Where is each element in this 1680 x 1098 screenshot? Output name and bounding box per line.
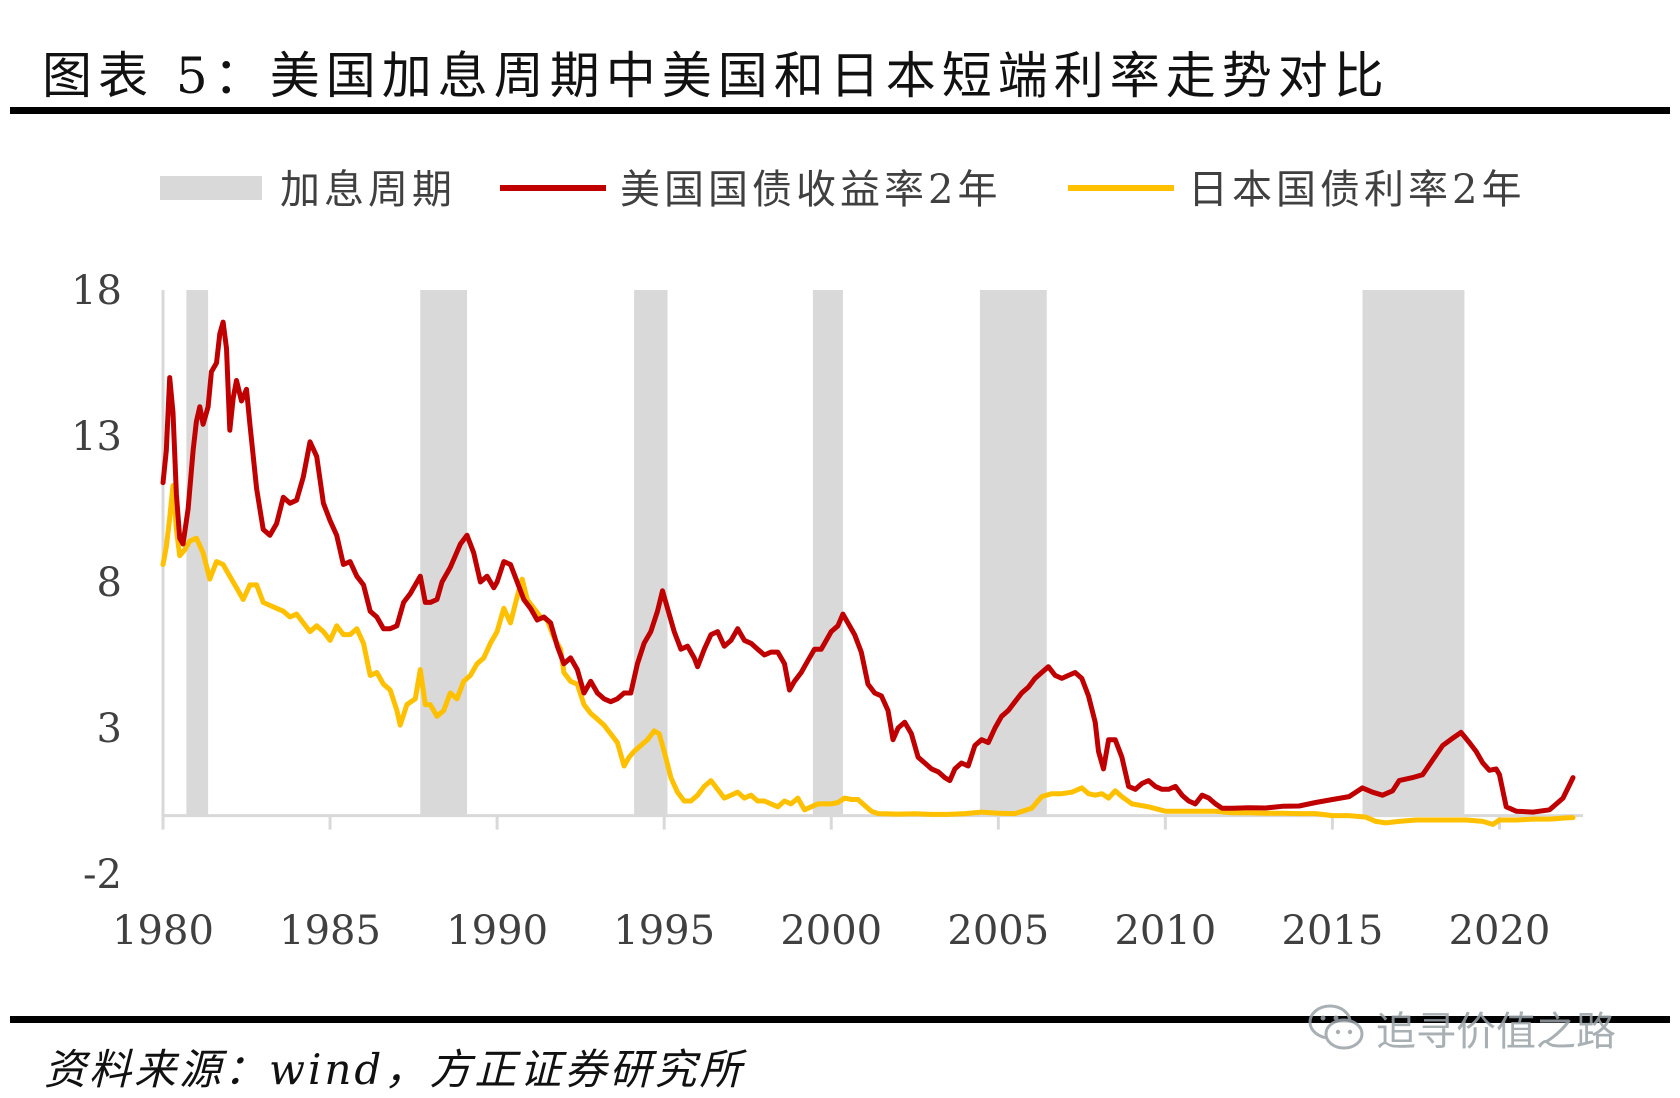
y-tick-label: -2 [83,852,122,898]
x-tick-label: 1985 [279,908,381,954]
x-tick-label: 1980 [112,908,214,954]
series-line-jp-2y [160,483,1576,827]
wechat-icon [1308,1004,1364,1050]
x-tick-label: 2000 [780,908,882,954]
chart-legend: 加息周期 美国国债收益率2年 日本国债利率2年 [160,167,1525,213]
top-divider [10,107,1670,114]
y-tick-label: 8 [97,560,122,606]
hike-period-band [634,290,668,816]
legend-label-us: 美国国债收益率2年 [620,167,1001,213]
x-tick-label: 1995 [613,908,715,954]
hike-period-band [1362,290,1465,816]
source-note: 资料来源：wind，方正证券研究所 [44,1045,745,1094]
hike-period-band [420,290,468,816]
chart: 加息周期 美国国债收益率2年 日本国债利率2年 18 13 8 3 -2 1980 1985 19… [71,167,1583,954]
y-tick-label: 18 [71,268,122,314]
bottom-divider [10,1016,1670,1023]
page-title: 图表 5：美国加息周期中美国和日本短端利率走势对比 [42,47,1390,105]
x-tick-label: 2020 [1449,908,1551,954]
hike-period-band [979,290,1047,816]
y-tick-label: 13 [71,414,122,460]
series-lines [160,319,1576,827]
hike-period-bands [186,290,1465,816]
hike-period-band [812,290,843,816]
x-tick-label: 1990 [446,908,548,954]
watermark-text: 追寻价值之路 [1376,1009,1616,1055]
x-tick-label: 2005 [947,908,1049,954]
legend-swatch-hike-period [160,176,262,200]
x-tick-label: 2010 [1114,908,1216,954]
y-tick-label: 3 [97,706,122,752]
series-line-us-2y [160,319,1576,815]
watermark: 追寻价值之路 [1306,998,1616,1058]
legend-label-jp: 日本国债利率2年 [1188,167,1525,213]
x-tick-label: 2015 [1282,908,1384,954]
legend-label-band: 加息周期 [280,167,456,213]
